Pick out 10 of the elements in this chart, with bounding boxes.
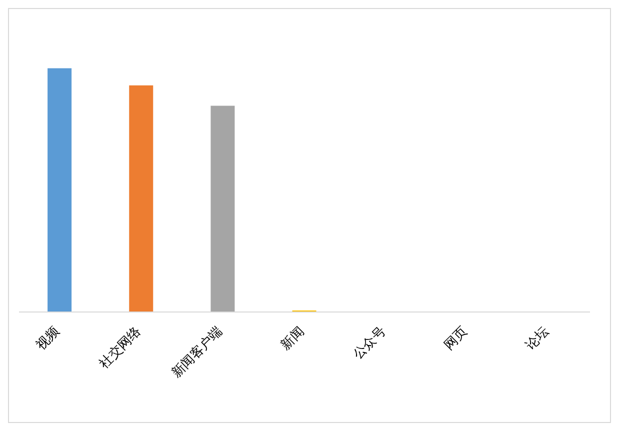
x-tick-label: 公众号: [350, 324, 389, 362]
bar: [210, 106, 235, 312]
x-tick-label: 新闻: [278, 324, 308, 354]
x-tick-label: 社交网络: [96, 324, 144, 372]
bar: [48, 68, 72, 312]
x-tick-label: 网页: [441, 324, 470, 354]
x-tick-label: 新闻客户端: [168, 324, 226, 381]
x-tick-label: 论坛: [523, 324, 552, 354]
x-tick-label: 视频: [34, 324, 63, 354]
bar: [129, 85, 154, 312]
